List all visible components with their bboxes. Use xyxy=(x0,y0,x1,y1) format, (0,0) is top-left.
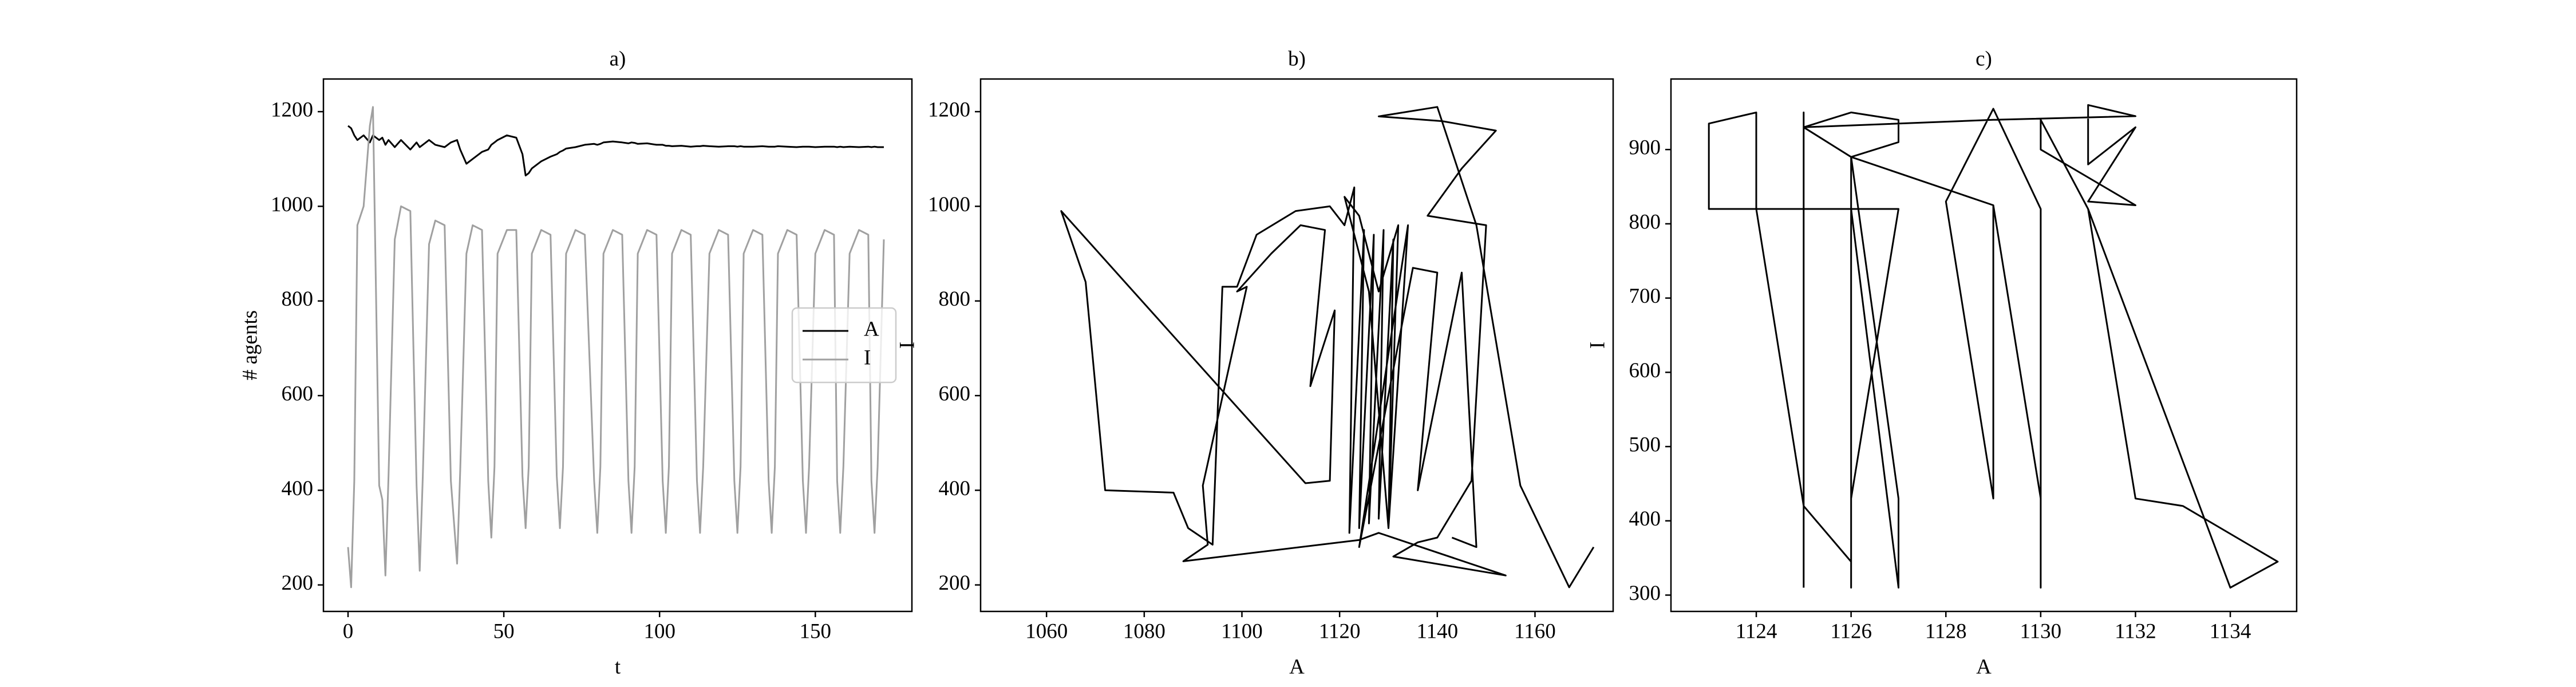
legend-box xyxy=(791,307,897,384)
y-tick-label: 1200 xyxy=(271,98,313,122)
x-tick-label: 1100 xyxy=(1221,619,1263,643)
subplot-title: a) xyxy=(610,47,626,70)
y-tick-label: 900 xyxy=(1629,136,1661,160)
x-axis-label: A xyxy=(1976,655,1992,678)
y-tick-label: 200 xyxy=(939,571,971,595)
y-tick-label: 800 xyxy=(939,287,971,311)
x-tick-label: 50 xyxy=(493,619,515,643)
y-tick-label: 600 xyxy=(939,382,971,406)
y-tick-label: 1200 xyxy=(928,98,970,122)
x-tick-label: 100 xyxy=(643,619,675,643)
y-tick-label: 300 xyxy=(1629,582,1661,605)
subplot-title: c) xyxy=(1976,47,1992,70)
series-line xyxy=(1708,104,2279,589)
x-tick-label: 0 xyxy=(343,619,354,643)
x-tick-label: 1130 xyxy=(2020,619,2062,643)
x-tick-label: 1120 xyxy=(1319,619,1361,643)
y-tick-label: 400 xyxy=(1629,507,1661,531)
y-tick-label: 700 xyxy=(1629,285,1661,308)
subplot: c) A I 1124 1126 1128 1130 1132 1134 300 400 500 600… xyxy=(1586,47,2298,678)
y-tick-label: 500 xyxy=(1629,433,1661,457)
x-axis-label: A xyxy=(1289,655,1305,678)
y-tick-label: 400 xyxy=(282,477,314,500)
x-tick-label: 1124 xyxy=(1736,619,1777,643)
y-tick-label: 600 xyxy=(282,382,314,406)
x-tick-label: 1128 xyxy=(1925,619,1967,643)
y-axis-label: I xyxy=(895,342,919,349)
legend-label: I xyxy=(864,346,871,369)
y-tick-label: 1000 xyxy=(271,193,313,216)
axes-frame xyxy=(1670,78,2298,613)
x-tick-label: 1080 xyxy=(1123,619,1165,643)
y-tick-label: 400 xyxy=(939,477,971,500)
subplot-title: b) xyxy=(1288,47,1306,70)
x-tick-label: 1134 xyxy=(2210,619,2251,643)
series-line xyxy=(347,125,884,177)
x-tick-label: 1060 xyxy=(1025,619,1068,643)
series-line xyxy=(347,106,885,589)
subplot: b) A I 1060 1080 1100 1120 1140 1160 200 400 600 800… xyxy=(895,47,1614,678)
y-axis-label: I xyxy=(1586,342,1609,349)
x-tick-label: 1140 xyxy=(1416,619,1458,643)
y-tick-label: 200 xyxy=(282,571,314,595)
x-axis-label: t xyxy=(615,655,621,678)
x-tick-label: 1132 xyxy=(2115,619,2156,643)
x-tick-label: 1126 xyxy=(1830,619,1872,643)
x-tick-label: 150 xyxy=(800,619,832,643)
x-tick-label: 1160 xyxy=(1514,619,1556,643)
legend-label: A xyxy=(864,317,879,341)
y-tick-label: 800 xyxy=(1629,210,1661,234)
y-tick-label: 1000 xyxy=(928,193,970,216)
series-line xyxy=(1060,106,1595,589)
y-tick-label: 800 xyxy=(282,287,314,311)
axes-frame xyxy=(979,78,1614,613)
subplot: a) t # agents 0 50 100 150 200 400 600 800 1000 1200… xyxy=(238,47,913,678)
axes-frame xyxy=(322,78,913,613)
y-axis-label: # agents xyxy=(238,310,262,380)
y-tick-label: 600 xyxy=(1629,359,1661,382)
